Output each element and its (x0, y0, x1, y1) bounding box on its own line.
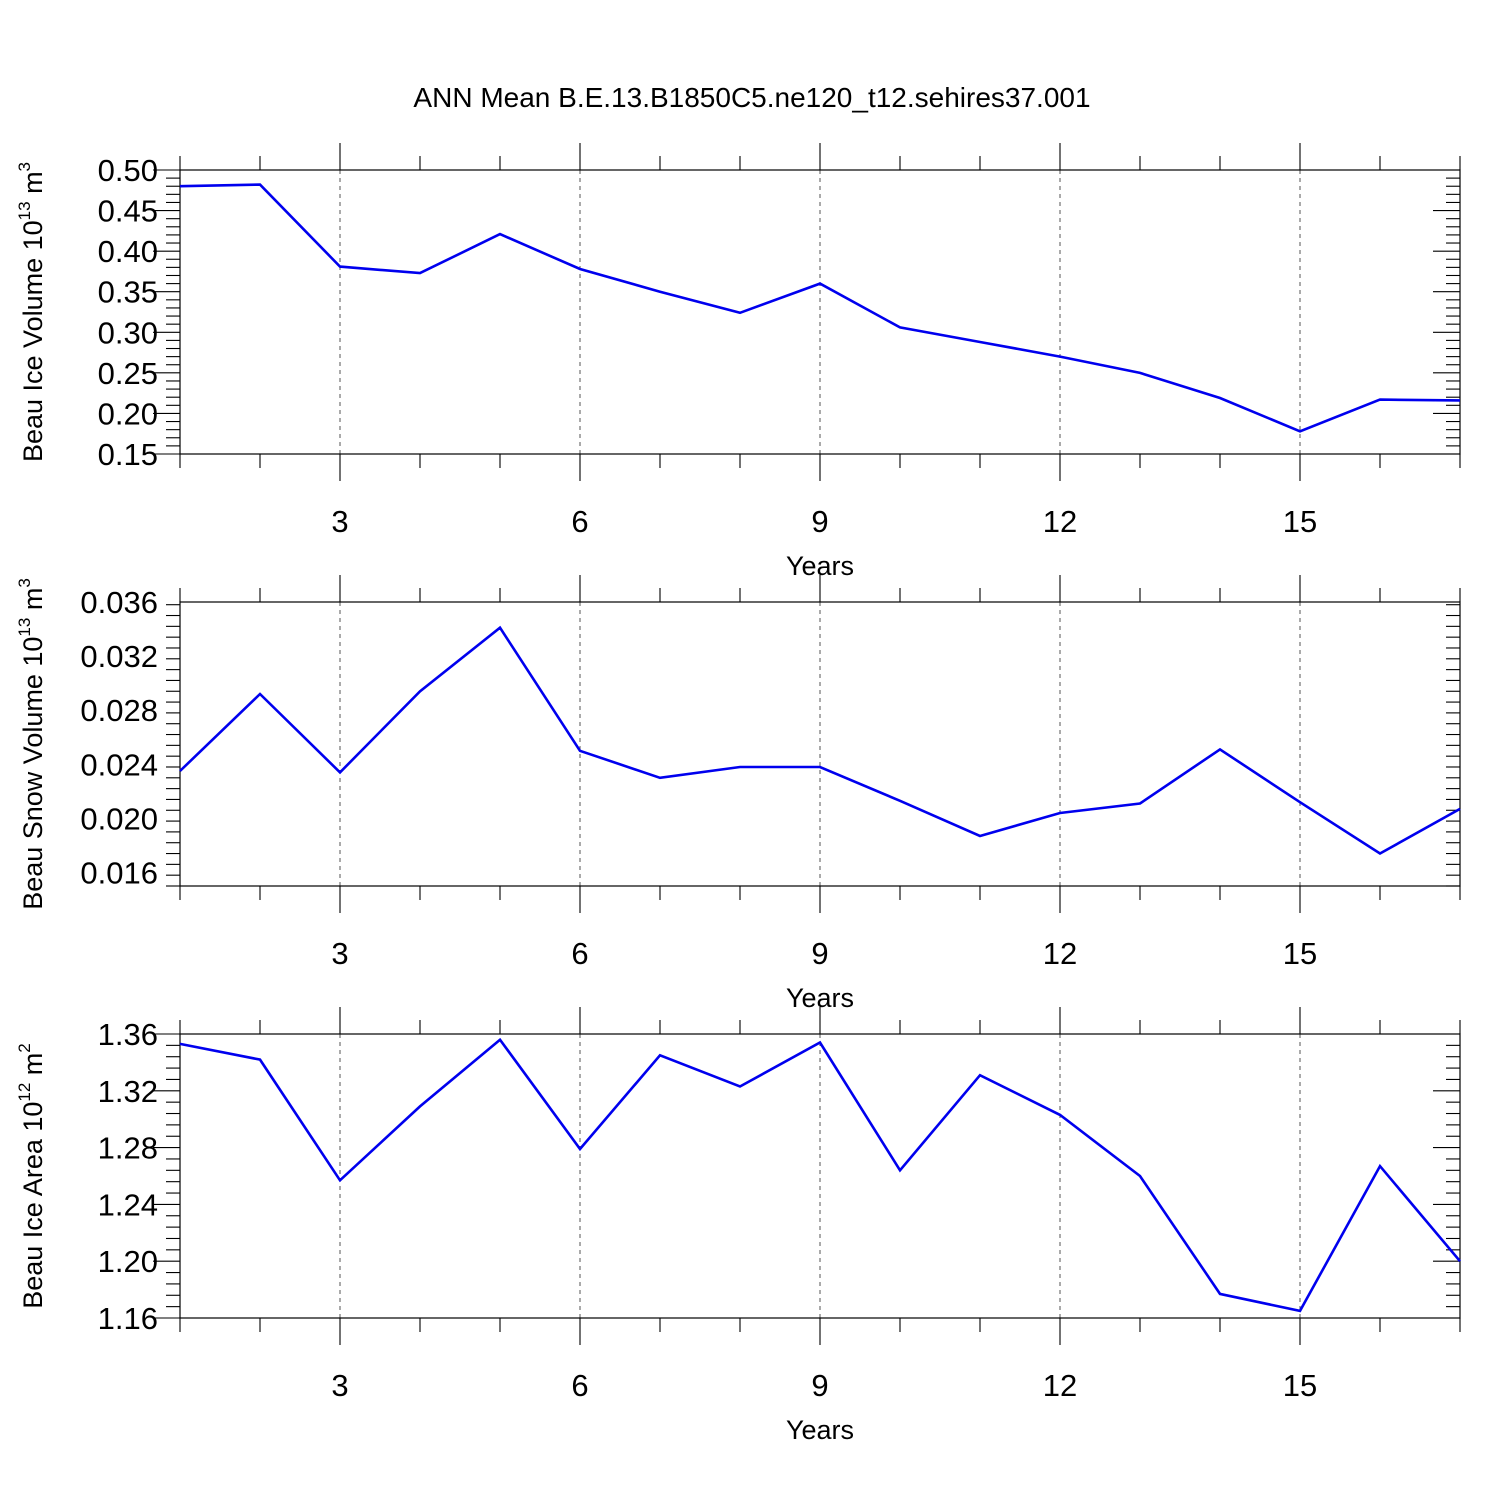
panel-2: 3 6 9 12 150.0160.0200.0240.0280.0320.036Yea… (15, 575, 1461, 1013)
y-tick-label: 1.16 (98, 1301, 158, 1336)
y-tick-label: 1.28 (98, 1131, 158, 1166)
y-tick-label: 0.032 (80, 639, 158, 674)
panels: 3 6 9 12 15 0.15 0.20 0.25 0.30 0.35 0.40 0.45 0.50 Y… (15, 143, 1461, 1445)
x-tick-label: 6 (571, 1368, 588, 1403)
series-line (179, 1037, 1461, 1313)
y-axis-title-text: m (18, 588, 48, 618)
y-tick-label: 0.024 (80, 747, 158, 782)
x-tick-label: 12 (1043, 936, 1077, 971)
y-tick-label: 0.30 (98, 315, 158, 350)
x-axis-title: Years (786, 1415, 854, 1445)
y-tick-label: 0.35 (98, 275, 158, 310)
y-axis-exponent: 13 (15, 201, 34, 220)
x-tick-label: 9 (811, 936, 828, 971)
y-axis-title: Beau Ice Area 1012 m2 (15, 1043, 48, 1309)
y-axis-title-text: m (18, 171, 48, 201)
y-tick-label: 0.45 (98, 194, 158, 229)
x-tick-label: 15 (1283, 504, 1317, 539)
y-tick-label: 0.50 (98, 153, 158, 188)
x-tick-label: 3 (331, 1368, 348, 1403)
y-tick-label: 0.028 (80, 693, 158, 728)
x-tick-label: 3 (331, 936, 348, 971)
panel-1: 3 6 9 12 150.150.200.250.300.350.400.450.50Y… (15, 143, 1461, 581)
x-tick-label: 12 (1043, 504, 1077, 539)
y-tick-label: 1.36 (98, 1017, 158, 1052)
y-axis-title-text: Beau Ice Area 10 (18, 1102, 48, 1309)
x-tick-label: 6 (571, 504, 588, 539)
y-axis-exponent: 12 (15, 1083, 34, 1102)
y-tick-label: 0.25 (98, 356, 158, 391)
y-tick-label: 0.020 (80, 801, 158, 836)
y-axis-title-text: m (18, 1053, 48, 1083)
y-tick-label: 0.016 (80, 855, 158, 890)
y-tick-label: 1.20 (98, 1244, 158, 1279)
x-tick-label: 15 (1283, 1368, 1317, 1403)
x-tick-label: 9 (811, 1368, 828, 1403)
x-tick-label: 15 (1283, 936, 1317, 971)
panel-3: 3 6 9 12 15 1.16 1.20 1.24 1.28 1.32 1.36 Years Beau… (15, 1007, 1461, 1445)
x-tick-label: 9 (811, 504, 828, 539)
chart-title: ANN Mean B.E.13.B1850C5.ne120_t12.sehire… (413, 82, 1090, 113)
series-line (179, 183, 1461, 433)
y-axis-title: Beau Ice Volume 1013 m3 (15, 162, 48, 462)
y-tick-label: 1.32 (98, 1074, 158, 1109)
y-axis-title-text: Beau Snow Volume 10 (18, 637, 48, 910)
y-axis-exponent: 2 (15, 1043, 34, 1052)
x-tick-label: 12 (1043, 1368, 1077, 1403)
y-axis-exponent: 3 (15, 578, 34, 587)
x-tick-label: 6 (571, 936, 588, 971)
y-tick-label: 0.036 (80, 585, 158, 620)
y-axis-exponent: 3 (15, 162, 34, 171)
series-line (179, 625, 1461, 856)
y-tick-label: 0.20 (98, 396, 158, 431)
y-tick-label: 0.40 (98, 234, 158, 269)
x-tick-label: 3 (331, 504, 348, 539)
y-tick-label: 0.15 (98, 437, 158, 472)
y-axis-title-text: Beau Ice Volume 10 (18, 220, 48, 462)
y-tick-label: 1.24 (98, 1187, 158, 1222)
y-axis-exponent: 13 (15, 618, 34, 637)
y-axis-title: Beau Snow Volume 1013 m3 (15, 578, 48, 910)
